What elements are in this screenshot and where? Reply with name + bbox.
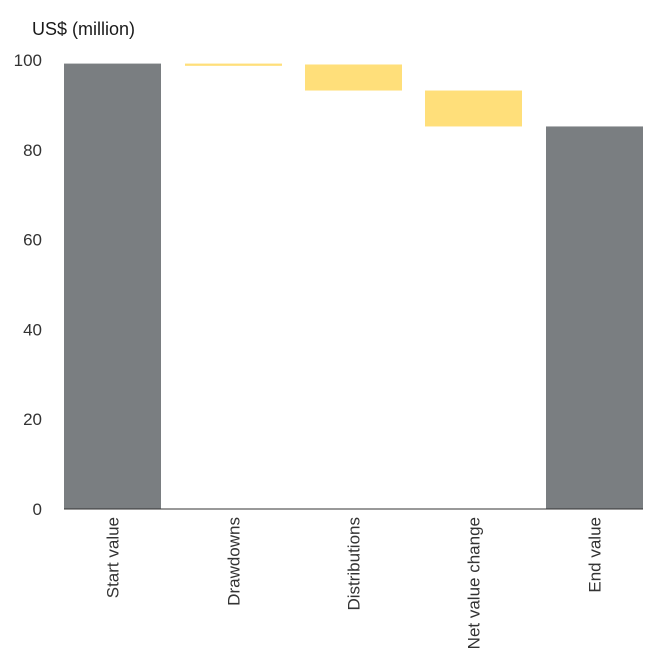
y-tick-label: 40 <box>23 320 42 339</box>
bar-end-value <box>546 126 643 510</box>
bar-start-value <box>64 63 161 509</box>
x-axis-labels: Start value Drawdowns Distributions Net val… <box>104 517 605 649</box>
bar-net-value-change <box>425 90 522 127</box>
y-tick-label: 60 <box>23 231 42 250</box>
x-category-label: Drawdowns <box>225 517 244 606</box>
y-unit-label: US$ (million) <box>32 19 135 39</box>
y-axis: 0 20 40 60 80 100 <box>14 51 42 519</box>
y-tick-label: 20 <box>23 410 42 429</box>
y-tick-label: 100 <box>14 51 42 70</box>
bar-drawdowns <box>185 63 282 66</box>
y-tick-label: 0 <box>33 500 42 519</box>
x-category-label: End value <box>586 517 605 593</box>
x-category-label: Distributions <box>345 517 364 611</box>
x-category-label: Net value change <box>465 517 484 649</box>
y-tick-label: 80 <box>23 141 42 160</box>
bar-distributions <box>305 64 402 91</box>
bars <box>64 63 643 510</box>
x-category-label: Start value <box>104 517 123 598</box>
